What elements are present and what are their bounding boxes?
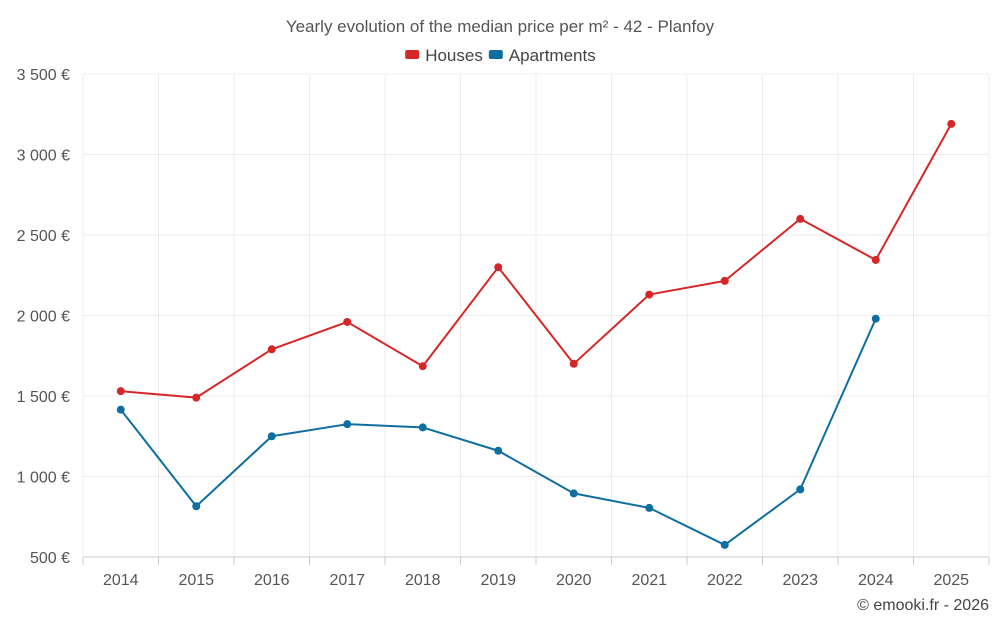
credit-text: © emooki.fr - 2026 xyxy=(857,597,989,614)
x-tick-label: 2021 xyxy=(631,572,667,589)
y-tick-label: 2 500 € xyxy=(17,228,70,245)
apartments-point[interactable] xyxy=(720,540,729,549)
x-tick-label: 2017 xyxy=(329,572,365,589)
apartments-point[interactable] xyxy=(645,503,654,512)
houses-point[interactable] xyxy=(569,359,578,368)
x-tick-label: 2023 xyxy=(782,572,818,589)
x-tick-label: 2019 xyxy=(480,572,516,589)
x-tick-label: 2016 xyxy=(254,572,290,589)
x-axis: 2014 2015 2016 2017 2018 2019 2020 2021 2022 2023… xyxy=(82,556,990,589)
apartments-point[interactable] xyxy=(192,502,201,511)
y-tick-label: 3 500 € xyxy=(17,67,70,84)
houses-point[interactable] xyxy=(796,214,805,223)
chart-title: Yearly evolution of the median price per… xyxy=(286,17,715,36)
apartments-point[interactable] xyxy=(494,446,503,455)
houses-point[interactable] xyxy=(192,393,201,402)
x-tick-label: 2020 xyxy=(556,572,592,589)
apartments-point[interactable] xyxy=(343,420,352,429)
legend: Houses Apartments xyxy=(405,46,596,65)
apartments-point[interactable] xyxy=(569,489,578,498)
houses-line xyxy=(120,123,953,399)
apartments-point[interactable] xyxy=(796,485,805,494)
y-tick-label: 1 500 € xyxy=(17,389,70,406)
y-axis: 500 € 1 000 € 1 500 € 2 000 € 2 500 € 3 000 €… xyxy=(17,67,70,567)
x-tick-label: 2018 xyxy=(405,572,441,589)
houses-point[interactable] xyxy=(267,345,276,354)
y-tick-label: 3 000 € xyxy=(17,148,70,165)
series xyxy=(116,119,956,549)
apartments-point[interactable] xyxy=(871,314,880,323)
y-tick-label: 500 € xyxy=(30,550,70,567)
y-tick-label: 2 000 € xyxy=(17,309,70,326)
legend-label: Houses xyxy=(425,46,483,65)
x-tick-label: 2024 xyxy=(858,572,894,589)
legend-swatch xyxy=(488,50,503,59)
legend-swatch xyxy=(405,50,420,59)
x-tick-label: 2022 xyxy=(707,572,743,589)
apartments-point[interactable] xyxy=(418,423,427,432)
apartments-point[interactable] xyxy=(267,432,276,441)
legend-item-houses[interactable]: Houses xyxy=(405,46,483,65)
legend-item-apartments[interactable]: Apartments xyxy=(488,46,596,65)
houses-point[interactable] xyxy=(116,387,125,396)
apartments-point[interactable] xyxy=(116,405,125,414)
houses-point[interactable] xyxy=(947,119,956,128)
x-tick-label: 2014 xyxy=(103,572,139,589)
houses-point[interactable] xyxy=(645,290,654,299)
legend-label: Apartments xyxy=(509,46,596,65)
houses-point[interactable] xyxy=(418,362,427,371)
x-tick-label: 2025 xyxy=(933,572,969,589)
x-tick-label: 2015 xyxy=(178,572,214,589)
houses-point[interactable] xyxy=(871,255,880,264)
houses-point[interactable] xyxy=(343,317,352,326)
houses-point[interactable] xyxy=(494,263,503,272)
houses-point[interactable] xyxy=(720,276,729,285)
y-tick-label: 1 000 € xyxy=(17,470,70,487)
